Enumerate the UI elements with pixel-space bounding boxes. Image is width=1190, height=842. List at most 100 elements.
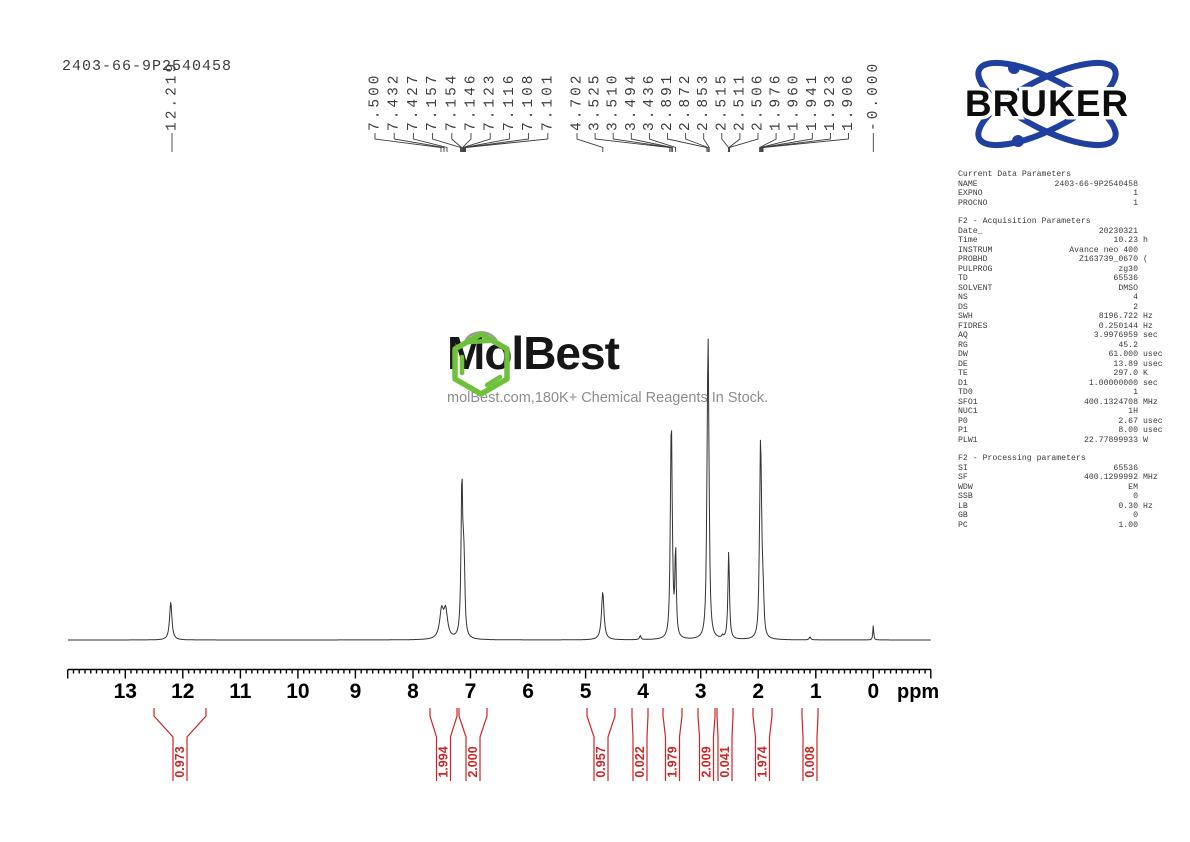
axis-tick-label: 5 [580,680,592,703]
param-val: 0.250144 [1098,321,1138,331]
param-key: NUC1 [958,407,978,416]
param-row: NS 4 [958,293,1176,303]
param-unit: sec [1143,331,1158,340]
peak-pointer-line [759,133,777,152]
peak-pointer-line [667,133,708,152]
peak-pointer-line [462,133,472,152]
integral-bracket [429,708,458,781]
integral-value: 0.973 [173,746,187,777]
param-row: Date_ 20230321 [958,227,1176,237]
integral-value: 0.008 [803,746,817,777]
peak-shift-label: 7.154 [444,72,460,131]
param-val: 2403-66-9P2540458 [1054,179,1138,189]
param-key: TD0 [958,388,973,397]
axis-tick-label: 12 [171,680,194,703]
integral-value: 1.994 [437,746,451,777]
param-key: PLW1 [958,435,978,445]
peak-shift-label: 1.960 [787,72,803,131]
peak-shift-label: 7.427 [406,72,422,131]
integral-value: 1.979 [666,746,680,777]
peak-pointer-line [374,133,442,152]
param-key: TD [958,274,968,283]
param-key: INSTRUM [958,245,993,255]
param-val: 20230321 [1098,226,1138,236]
param-row: TD 65536 [958,274,1176,284]
param-key: P1 [958,426,968,435]
peak-pointer-line [465,133,549,152]
param-val: 3.9976959 [1093,331,1138,340]
param-val: 65536 [1113,274,1138,283]
integral-bracket [801,708,819,781]
param-row: PLW1 22.77899933 W [958,436,1176,446]
param-val: 0.30 [1118,501,1138,511]
param-row: NAME 2403-66-9P2540458 [958,180,1176,190]
integral-value: 0.022 [633,746,647,777]
spectrum-trace [68,338,931,641]
param-key: DW [958,350,968,359]
peak-shift-label: 1.941 [805,72,821,131]
param-row: GB 0 [958,511,1176,521]
peak-pointer-line [761,133,813,152]
param-val: 8196.722 [1098,312,1138,321]
param-val: 8.00 [1118,426,1138,435]
integral-bracket [458,708,488,781]
axis-tick-label: 9 [350,680,362,703]
param-row: SSB 0 [958,492,1176,502]
watermark-tagline: molBest.com,180K+ Chemical Reagents In S… [447,390,769,406]
param-section-header: F2 - Processing parameters [958,454,1086,463]
bruker-wordmark: BRUKER [965,83,1129,124]
param-val: 1.00000000 [1088,378,1138,388]
peak-pointer-line [728,133,741,152]
param-val: 400.1324708 [1083,397,1138,407]
param-key: D1 [958,378,968,388]
integral-bracket [153,708,207,781]
param-row: P1 8.00 usec [958,426,1176,436]
param-row: PC 1.00 [958,521,1176,531]
param-key: PROBHD [958,255,988,264]
param-unit: usec [1143,350,1163,359]
param-row: D1 1.00000000 sec [958,379,1176,389]
integral-bracket [752,708,773,781]
param-val: 65536 [1113,463,1138,473]
axis-tick-label: 7 [465,680,477,703]
param-key: FIDRES [958,321,988,331]
peak-shift-label: 3.436 [642,72,658,131]
param-row: P0 2.67 usec [958,417,1176,427]
param-row: DE 13.89 usec [958,360,1176,370]
peak-shift-label: -0.000 [866,61,882,131]
param-unit: K [1143,369,1148,378]
integral-value: 0.957 [594,746,608,777]
peak-pointer-line [703,133,710,152]
molbest-hexagon-icon [452,331,510,397]
param-val: 400.1299992 [1083,473,1138,482]
peak-shift-label: 7.146 [464,72,480,131]
param-val: 2 [1133,302,1138,312]
param-row: TE 297.0 K [958,369,1176,379]
param-key: SFO1 [958,397,978,407]
param-key: NAME [958,179,978,189]
param-unit: MHz [1143,473,1158,482]
peak-shift-label: 7.101 [540,72,556,131]
axis-tick-label: 2 [752,680,764,703]
param-val: 1H [1128,407,1138,416]
axis-tick-label: 3 [695,680,707,703]
param-key: SSB [958,492,973,501]
peak-shift-label: 3.494 [624,72,640,131]
param-row: SOLVENT DMSO [958,284,1176,294]
param-key: PULPROG [958,264,993,274]
peak-pointer-line [463,133,510,152]
param-key: PC [958,520,968,530]
param-row: EXPNO 1 [958,189,1176,199]
param-row: PULPROG zg30 [958,265,1176,275]
param-key: TE [958,369,968,378]
param-section-header: F2 - Acquisition Parameters [958,217,1091,226]
peak-pointer-line [612,133,672,152]
axis-tick-label: 1 [810,680,822,703]
param-row: AQ 3.9976959 sec [958,331,1176,341]
param-unit: MHz [1143,397,1158,407]
peak-shift-label: 1.976 [769,72,785,131]
param-unit: sec [1143,378,1158,388]
param-val: 13.89 [1113,359,1138,369]
peak-shift-label: 7.123 [483,72,499,131]
